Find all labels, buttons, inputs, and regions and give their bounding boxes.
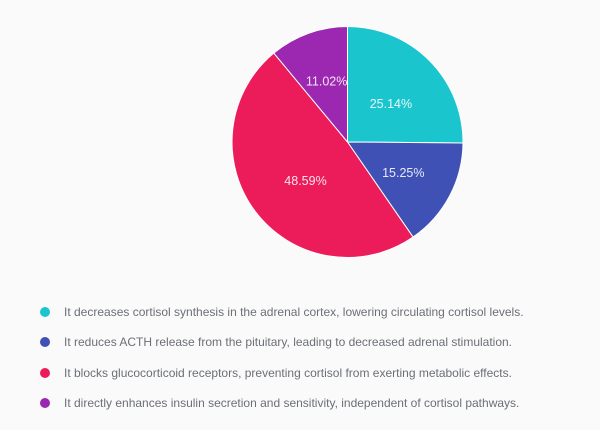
svg-text:25.14%: 25.14%: [370, 97, 412, 111]
svg-text:48.59%: 48.59%: [284, 174, 326, 188]
svg-text:11.02%: 11.02%: [306, 75, 347, 89]
svg-text:15.25%: 15.25%: [382, 166, 424, 180]
